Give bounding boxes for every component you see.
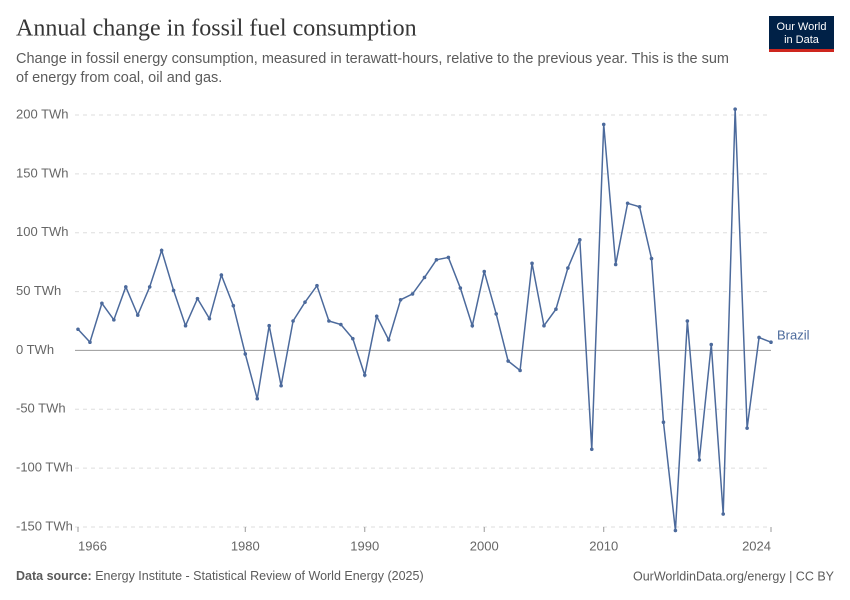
series-line <box>77 109 772 531</box>
data-point <box>303 300 307 304</box>
chart-subtitle: Change in fossil energy consumption, mea… <box>16 51 730 86</box>
data-point <box>769 340 773 344</box>
data-point <box>649 256 654 261</box>
data-point <box>745 426 749 430</box>
data-point <box>243 352 248 356</box>
data-point <box>362 373 367 377</box>
source-text: Energy Institute - Statistical Review of… <box>95 569 423 583</box>
data-point <box>327 319 331 323</box>
data-point <box>613 262 618 267</box>
data-point <box>171 288 176 293</box>
y-tick-label: 150 TWh <box>16 165 69 180</box>
data-point <box>458 286 463 290</box>
logo-text: in Data <box>784 34 820 46</box>
data-point <box>207 316 212 321</box>
data-point <box>757 335 761 340</box>
data-point <box>470 323 475 328</box>
data-point <box>398 298 403 302</box>
series-label: Brazil <box>777 328 810 343</box>
data-point <box>112 318 116 322</box>
data-point <box>231 303 236 308</box>
x-tick-label: 1990 <box>350 538 379 553</box>
logo-box[interactable] <box>769 16 834 52</box>
data-point <box>183 323 188 328</box>
y-tick-label: 200 TWh <box>16 106 69 121</box>
footer-source: Data source: Energy Institute - Statisti… <box>16 569 424 583</box>
chart-title: Annual change in fossil fuel consumption <box>16 16 417 42</box>
logo-text: Our World <box>777 21 827 33</box>
source-label: Data source: <box>16 569 92 583</box>
logo-stripe <box>769 49 834 52</box>
data-point <box>554 307 558 312</box>
data-point <box>530 261 534 266</box>
data-point <box>100 301 104 306</box>
data-point <box>661 420 666 425</box>
data-point <box>88 340 92 344</box>
data-point <box>685 319 690 323</box>
data-point <box>482 269 487 274</box>
data-point <box>542 323 546 328</box>
x-tick-label: 2010 <box>589 538 618 553</box>
x-tick-label: 2024 <box>742 538 771 553</box>
x-tick-label: 1966 <box>78 538 107 553</box>
data-point <box>195 296 200 301</box>
logo[interactable]: Our World in Data <box>769 16 834 52</box>
data-point <box>446 255 451 260</box>
data-point <box>566 266 570 270</box>
data-point <box>589 447 594 452</box>
footer-credit[interactable]: OurWorldinData.org/energy | CC BY <box>633 569 835 583</box>
data-point <box>637 205 642 209</box>
data-point <box>506 359 510 363</box>
data-point <box>721 512 726 516</box>
data-point <box>339 322 343 327</box>
data-point <box>76 327 80 332</box>
data-point <box>135 313 140 317</box>
data-point <box>601 122 606 127</box>
data-point <box>386 338 391 342</box>
data-point <box>255 396 260 401</box>
data-point <box>351 336 355 341</box>
data-point <box>374 314 379 319</box>
data-point <box>159 248 164 253</box>
data-point <box>279 383 283 388</box>
data-point <box>709 342 714 347</box>
data-point <box>315 283 319 288</box>
data-point <box>147 285 152 289</box>
data-point <box>578 237 582 242</box>
y-tick-label: -100 TWh <box>16 460 73 475</box>
y-tick-label: 100 TWh <box>16 224 69 239</box>
data-point <box>697 458 702 462</box>
y-tick-label: 0 TWh <box>16 342 54 357</box>
data-point <box>434 257 439 262</box>
y-tick-label: 50 TWh <box>16 283 61 298</box>
x-tick-label: 1980 <box>231 538 260 553</box>
x-tick-label: 2000 <box>470 538 499 553</box>
data-point <box>410 292 415 296</box>
data-point <box>291 319 295 323</box>
subtitle-box: Change in fossil energy consumption, mea… <box>16 51 730 86</box>
data-point <box>733 107 737 111</box>
data-point <box>494 312 498 316</box>
data-point <box>518 368 522 373</box>
data-point <box>673 528 678 533</box>
data-point <box>422 275 427 280</box>
data-point <box>123 285 128 289</box>
y-tick-label: -50 TWh <box>16 401 66 416</box>
data-point <box>625 201 630 206</box>
data-point <box>219 273 224 277</box>
data-point <box>267 323 271 328</box>
y-tick-label: -150 TWh <box>16 518 73 533</box>
